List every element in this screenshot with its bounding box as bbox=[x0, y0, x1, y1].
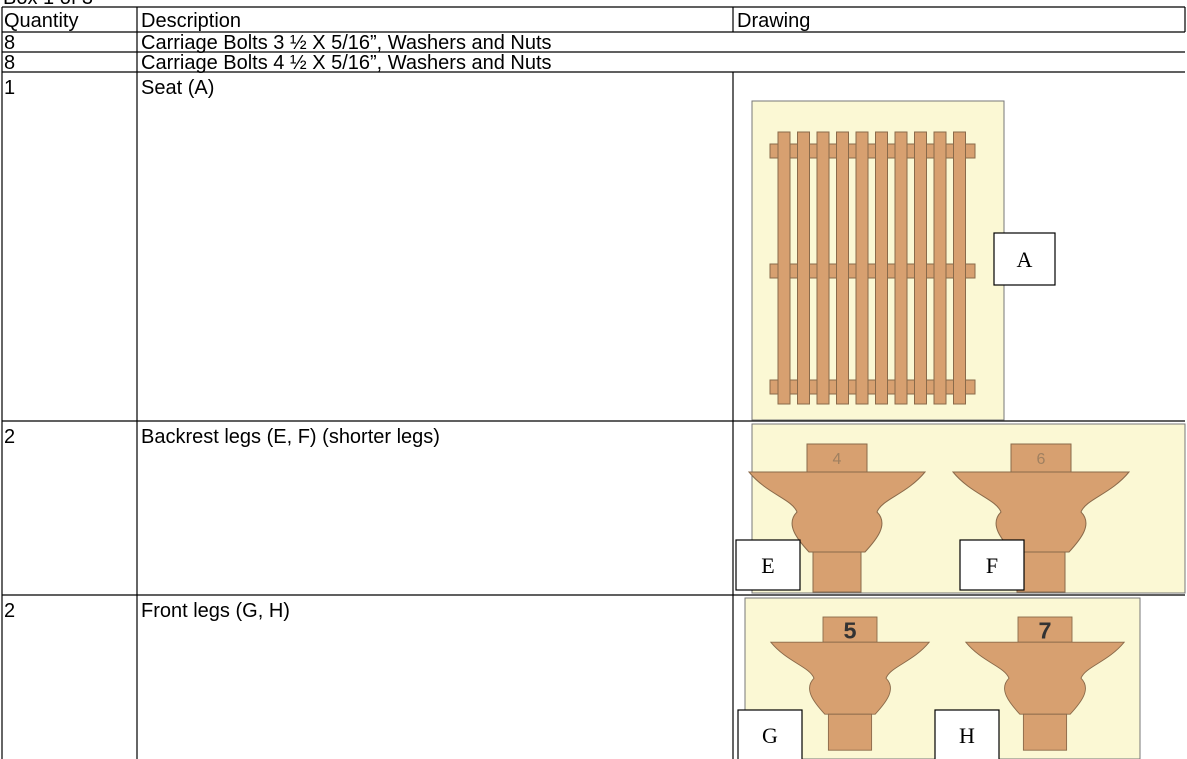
leg-tab bbox=[822, 616, 878, 643]
quantity: 2 bbox=[4, 600, 15, 622]
seat-slat bbox=[855, 131, 869, 405]
seat-slat bbox=[836, 131, 849, 405]
leg-body bbox=[951, 471, 1131, 553]
drawing-label: A bbox=[1017, 247, 1033, 272]
leg-body bbox=[747, 471, 927, 553]
drawing-label: G bbox=[762, 723, 778, 748]
quantity: 8 bbox=[4, 32, 15, 54]
seat-slat bbox=[933, 131, 947, 405]
description: Carriage Bolts 4 ½ X 5/16”, Washers and … bbox=[141, 52, 552, 74]
description: Carriage Bolts 3 ½ X 5/16”, Washers and … bbox=[141, 32, 552, 54]
seat-slat bbox=[816, 131, 830, 405]
leg-body bbox=[964, 641, 1126, 715]
quantity: 2 bbox=[4, 426, 15, 448]
leg-tab bbox=[1017, 616, 1073, 643]
box-title: Box 1 of 3 bbox=[3, 0, 93, 9]
leg-body bbox=[769, 641, 931, 715]
drawing-label: H bbox=[959, 723, 975, 748]
label-box bbox=[959, 539, 1025, 591]
leg-post bbox=[827, 713, 873, 751]
seat-slat bbox=[953, 131, 966, 405]
part-number: 7 bbox=[1038, 618, 1051, 644]
seat-slat bbox=[875, 131, 888, 405]
column-header: Quantity bbox=[4, 10, 78, 32]
label-box bbox=[737, 709, 803, 759]
seat-slat bbox=[777, 131, 791, 405]
leg: 7 bbox=[964, 616, 1126, 751]
leg-post bbox=[1016, 551, 1066, 593]
leg: 4 bbox=[747, 443, 927, 593]
quantity: 1 bbox=[4, 77, 15, 99]
column-header: Drawing bbox=[737, 10, 810, 32]
label-box bbox=[934, 709, 1000, 759]
seat-slat bbox=[914, 131, 927, 405]
quantity: 8 bbox=[4, 52, 15, 74]
drawing-label: E bbox=[761, 553, 774, 578]
label-box bbox=[735, 539, 801, 591]
leg-post bbox=[1022, 713, 1068, 751]
description: Backrest legs (E, F) (shorter legs) bbox=[141, 426, 440, 448]
column-header: Description bbox=[141, 10, 241, 32]
part-number: 6 bbox=[1037, 451, 1046, 468]
description: Front legs (G, H) bbox=[141, 600, 290, 622]
description: Seat (A) bbox=[141, 77, 214, 99]
part-number: 4 bbox=[833, 451, 842, 468]
drawing-label: F bbox=[986, 553, 998, 578]
part-number: 5 bbox=[843, 618, 856, 644]
label-box bbox=[993, 232, 1056, 286]
leg: 5 bbox=[769, 616, 931, 751]
leg-tab bbox=[806, 443, 868, 473]
seat-slat bbox=[797, 131, 810, 405]
seat-slat bbox=[894, 131, 908, 405]
leg-post bbox=[812, 551, 862, 593]
leg-tab bbox=[1010, 443, 1072, 473]
leg: 6 bbox=[951, 443, 1131, 593]
